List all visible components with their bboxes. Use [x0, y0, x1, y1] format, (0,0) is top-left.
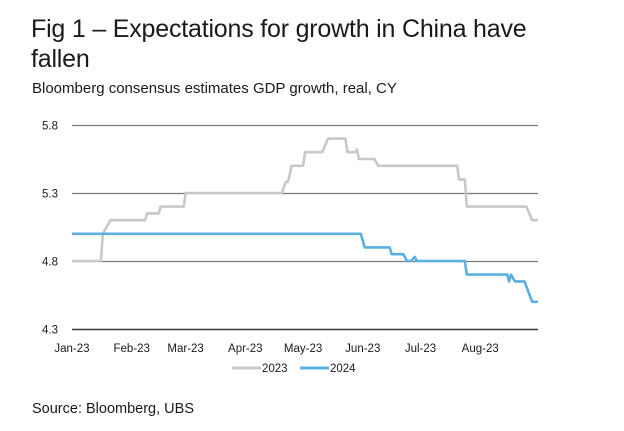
legend-label-2023: 2023: [262, 363, 288, 375]
x-tick-label: Feb-23: [113, 343, 149, 355]
y-tick-label: 4.8: [42, 257, 58, 269]
x-axis-tick-labels: Jan-23 Feb-23 Mar-23 Apr-23 May-23 Jun-23 Jul-…: [54, 343, 498, 355]
x-tick-label: May-23: [284, 343, 322, 355]
y-tick-label: 5.3: [42, 189, 58, 201]
chart-title: Fig 1 – Expectations for growth in China…: [31, 15, 527, 73]
x-tick-label: Jan-23: [54, 343, 89, 355]
series-line-2024: [72, 232, 538, 304]
chart-subtitle: Bloomberg consensus estimates GDP growth…: [32, 80, 397, 97]
legend: 2023 2024: [232, 363, 356, 375]
y-axis-tick-labels: 4.3 4.8 5.3 5.8: [42, 121, 58, 337]
source-note: Source: Bloomberg, UBS: [32, 401, 194, 417]
gridlines: [72, 124, 538, 331]
series-line-2023: [72, 137, 538, 263]
legend-label-2024: 2024: [330, 363, 356, 375]
x-tick-label: Aug-23: [462, 343, 499, 355]
x-tick-label: Mar-23: [167, 343, 203, 355]
x-tick-label: Apr-23: [228, 343, 263, 355]
y-tick-label: 4.3: [42, 325, 58, 337]
x-tick-label: Jul-23: [405, 343, 436, 355]
x-tick-label: Jun-23: [345, 343, 380, 355]
series-lines: [72, 137, 538, 304]
y-tick-label: 5.8: [42, 121, 58, 133]
